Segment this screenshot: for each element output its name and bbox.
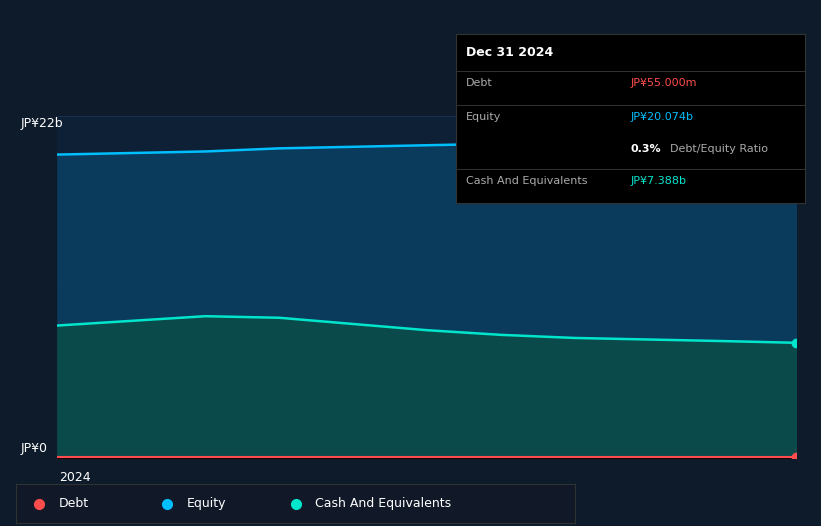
Text: 2024: 2024 <box>59 471 91 484</box>
Text: JP¥20.074b: JP¥20.074b <box>631 112 693 122</box>
Text: JP¥7.388b: JP¥7.388b <box>631 176 686 186</box>
Text: Equity: Equity <box>186 497 227 510</box>
Text: 0.3%: 0.3% <box>631 144 661 154</box>
Text: Dec 31 2024: Dec 31 2024 <box>466 46 553 59</box>
Text: Cash And Equivalents: Cash And Equivalents <box>315 497 452 510</box>
Text: JP¥0: JP¥0 <box>21 442 48 454</box>
Text: Debt: Debt <box>466 78 493 88</box>
Text: Debt/Equity Ratio: Debt/Equity Ratio <box>670 144 768 154</box>
Text: Cash And Equivalents: Cash And Equivalents <box>466 176 588 186</box>
Text: Debt: Debt <box>58 497 89 510</box>
Text: JP¥55.000m: JP¥55.000m <box>631 78 696 88</box>
Text: Equity: Equity <box>466 112 502 122</box>
Text: JP¥22b: JP¥22b <box>21 117 63 130</box>
